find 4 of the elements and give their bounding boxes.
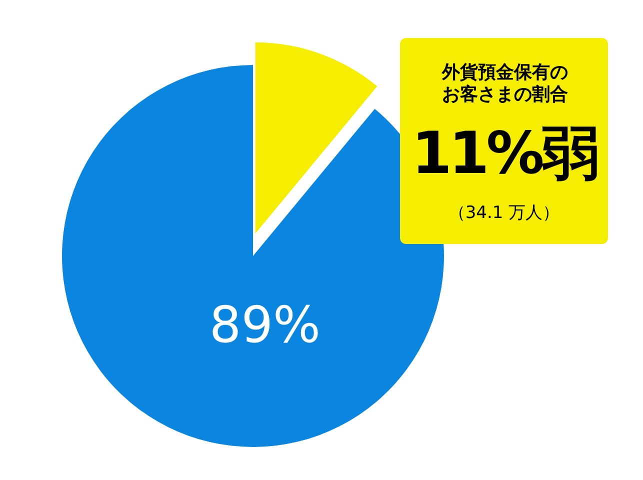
text: 外貨預金保有のお客さまの割合 [440, 62, 569, 106]
text: （34.1 万人） [447, 202, 561, 224]
data-label: 89% [208, 295, 322, 355]
text: 11%弱 [410, 118, 598, 188]
